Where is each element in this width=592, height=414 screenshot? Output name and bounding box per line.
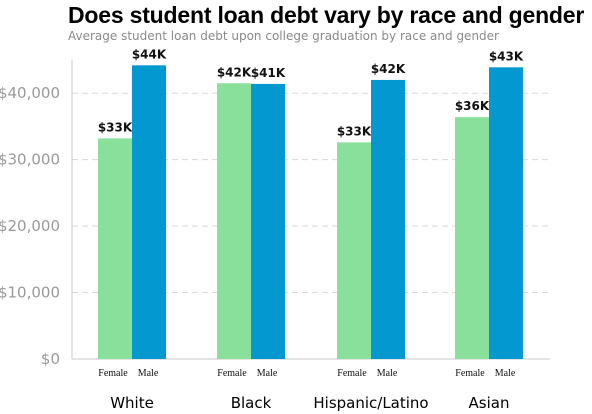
category-label: White: [110, 394, 154, 412]
bar-male: [251, 83, 285, 360]
series-label-female: Female: [337, 368, 367, 379]
series-label-male: Male: [257, 368, 278, 379]
chart-subtitle: Average student loan debt upon college g…: [68, 29, 499, 43]
value-label: $44K: [132, 47, 167, 61]
y-tick-label: $10,000: [0, 284, 60, 302]
category-label: Black: [231, 394, 272, 412]
series-label-male: Male: [495, 368, 516, 379]
y-tick-label: $20,000: [0, 217, 60, 235]
value-label: $41K: [251, 66, 286, 80]
bar-male: [489, 67, 523, 359]
bar-female: [455, 117, 489, 360]
series-label-male: Male: [138, 368, 159, 379]
value-label: $33K: [98, 120, 133, 134]
chart-title: Does student loan debt vary by race and …: [68, 2, 585, 28]
value-label: $42K: [371, 62, 406, 76]
category-label: Hispanic/Latino: [313, 394, 428, 412]
bar-female: [98, 138, 132, 359]
bar-male: [371, 79, 405, 359]
value-label: $42K: [217, 65, 252, 79]
bar-female: [217, 83, 251, 359]
value-label: $33K: [337, 124, 372, 138]
y-tick-label: $0: [41, 350, 60, 368]
category-label: Asian: [469, 394, 510, 412]
y-tick-label: $40,000: [0, 84, 60, 102]
series-label-female: Female: [455, 368, 485, 379]
value-label: $43K: [489, 49, 524, 63]
value-label: $36K: [455, 99, 490, 113]
series-label-male: Male: [377, 368, 398, 379]
bar-male: [132, 65, 166, 359]
series-label-female: Female: [217, 368, 247, 379]
bar-female: [337, 142, 371, 359]
y-tick-label: $30,000: [0, 151, 60, 169]
series-label-female: Female: [98, 368, 128, 379]
